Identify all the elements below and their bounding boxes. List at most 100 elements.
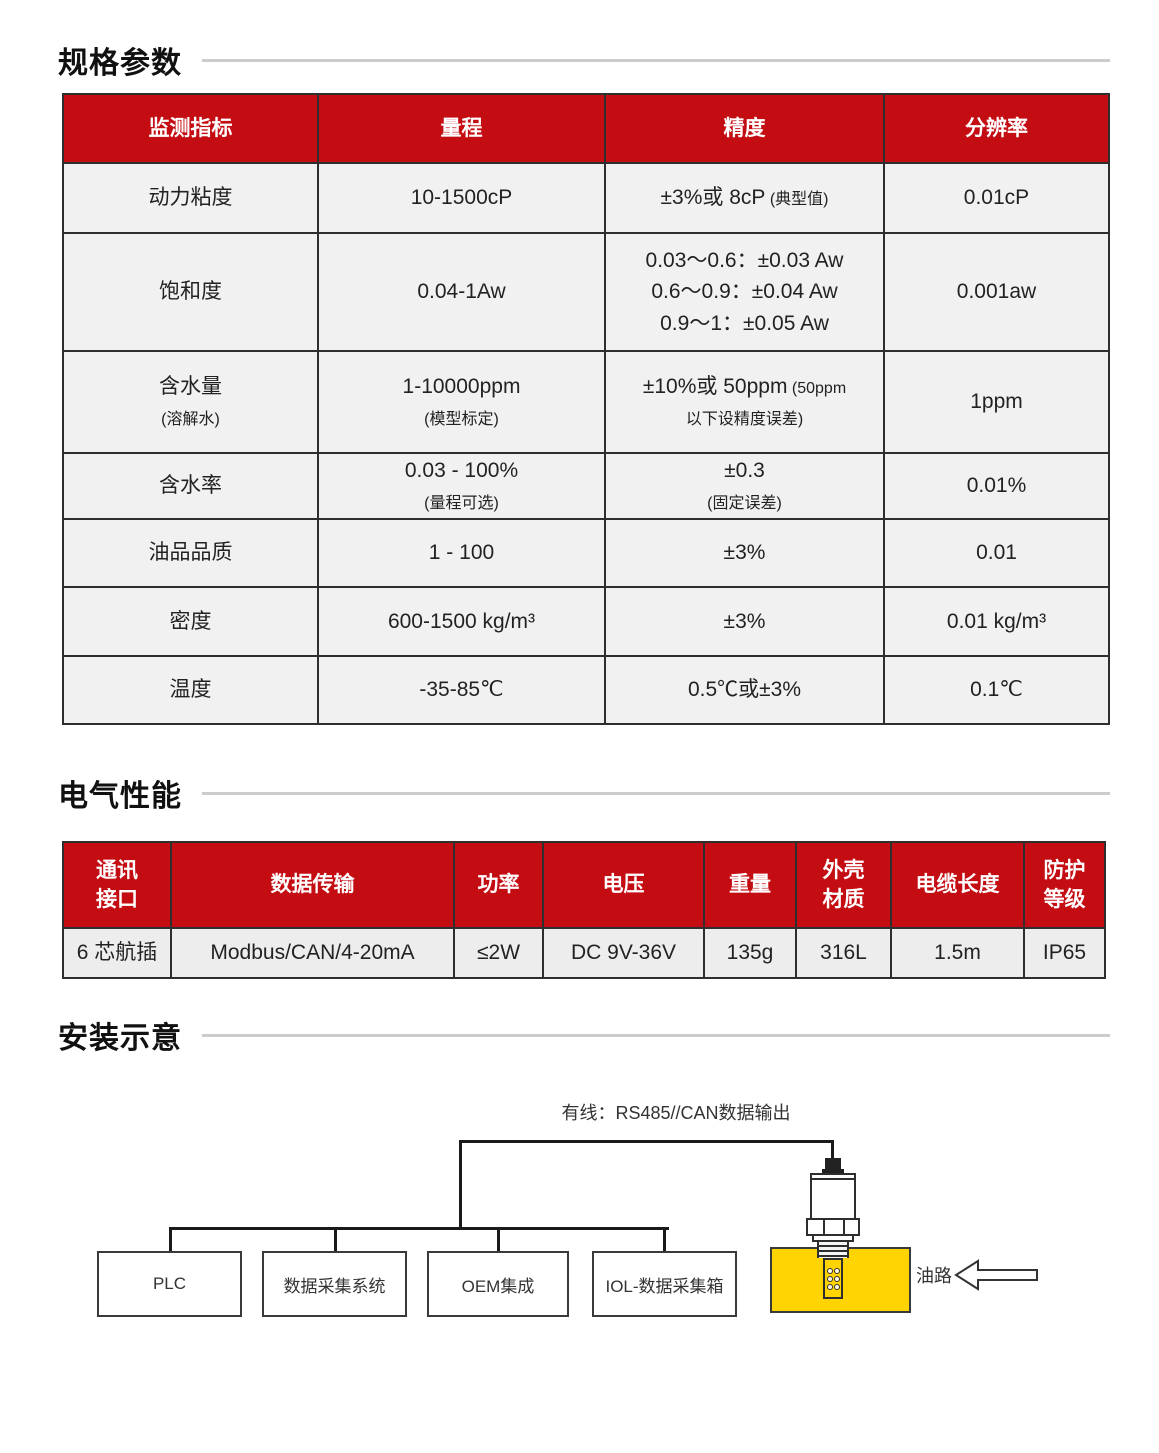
cell-text-line: 1 - 100 <box>428 541 495 565</box>
table-row: 饱和度 0.04-1Aw 0.03～0.6：±0.03 Aw 0.6～0.9：±0.0… <box>62 232 1110 352</box>
cell-text-line: (模型标定) <box>424 411 499 428</box>
cable-line-bus <box>169 1227 669 1230</box>
spec-cell: ±10%或 50ppm (50ppm 以下设精度误差) <box>604 350 885 454</box>
electrical-cell: ≤2W <box>453 927 544 979</box>
iol-label: IOL-数据采集箱 <box>605 1276 724 1296</box>
probe-hole <box>827 1284 833 1290</box>
electrical-column-header: 电压 <box>542 841 705 929</box>
spec-column-header: 分辨率 <box>883 93 1110 164</box>
electrical-column-header: 通讯 接口 <box>62 841 172 929</box>
cell-text-line: 10-1500cP <box>410 186 513 210</box>
spec-cell: 密度 <box>62 586 319 657</box>
install-section-title: 安装示意 <box>58 1022 182 1055</box>
electrical-column-header: 功率 <box>453 841 544 929</box>
spec-cell: 0.1℃ <box>883 655 1110 725</box>
iol-box: IOL-数据采集箱 <box>592 1251 737 1317</box>
electrical-section-title: 电气性能 <box>58 780 182 813</box>
spec-cell: 饱和度 <box>62 232 319 352</box>
spec-cell: 10-1500cP <box>317 162 606 234</box>
spec-table: 监测指标 量程 精度 分辨率 动力粘度 10-1500cP ±3%或 8cP (典型值) 0… <box>62 93 1110 725</box>
spec-table-header-row: 监测指标 量程 精度 分辨率 <box>62 93 1110 164</box>
cell-text-line: 温度 <box>169 678 212 702</box>
sensor-body <box>810 1178 856 1220</box>
cell-text-line: 0.001aw <box>956 280 1037 304</box>
electrical-table: 通讯 接口 数据传输 功率 电压 重量 外壳 材质 电缆长度 防护 等级 6 芯航插 Modbu… <box>62 841 1106 979</box>
spec-cell: ±0.3 (固定误差) <box>604 452 885 520</box>
spec-cell: 1 - 100 <box>317 518 606 588</box>
cell-text-line: (固定误差) <box>707 495 782 512</box>
spec-column-header: 精度 <box>604 93 885 164</box>
spec-cell: 0.01 <box>883 518 1110 588</box>
electrical-column-header: 外壳 材质 <box>795 841 892 929</box>
sensor-probe <box>823 1258 843 1299</box>
electrical-table-header-row: 通讯 接口 数据传输 功率 电压 重量 外壳 材质 电缆长度 防护 等级 <box>62 841 1106 929</box>
probe-hole <box>827 1268 833 1274</box>
spec-cell: 温度 <box>62 655 319 725</box>
title-divider-line <box>202 58 1110 62</box>
cell-text-line: 0.03～0.6：±0.03 Aw <box>645 248 844 272</box>
cell-text-line: ±3% <box>723 609 766 633</box>
daq-system-box: 数据采集系统 <box>262 1251 407 1317</box>
electrical-cell: Modbus/CAN/4-20mA <box>170 927 455 979</box>
cell-text-line: 0.6～0.9：±0.04 Aw <box>651 280 838 304</box>
cell-text-line: (量程可选) <box>424 495 499 512</box>
cell-text-line: 密度 <box>169 609 212 633</box>
cable-line-top <box>459 1140 834 1143</box>
oil-flow-arrow-icon <box>954 1259 1038 1291</box>
spec-cell: ±3% <box>604 518 885 588</box>
cable-line-junction <box>459 1140 462 1230</box>
cell-text-line: 0.01 <box>976 541 1017 565</box>
sensor-connector-base <box>822 1169 844 1174</box>
spec-cell: 600-1500 kg/m³ <box>317 586 606 657</box>
electrical-cell: 1.5m <box>890 927 1025 979</box>
spec-section-title: 规格参数 <box>58 47 182 80</box>
cell-text-line: ±3% <box>723 541 766 565</box>
cell-text-line: 以下设精度误差) <box>685 411 804 428</box>
electrical-cell: 6 芯航插 <box>62 927 172 979</box>
cable-drop-daq <box>334 1227 337 1253</box>
cell-text-line: ±10%或 50ppm (50ppm <box>642 374 847 398</box>
hex-nut-edge <box>823 1220 825 1234</box>
hex-nut-edge <box>843 1220 845 1234</box>
spec-cell: 0.03～0.6：±0.03 Aw 0.6～0.9：±0.04 Aw 0.9～1：±… <box>604 232 885 352</box>
plc-box: PLC <box>97 1251 242 1317</box>
electrical-column-header: 重量 <box>703 841 797 929</box>
spec-cell: 油品品质 <box>62 518 319 588</box>
cell-text-line: ±0.3 <box>724 458 765 482</box>
wired-output-label: 有线：RS485//CAN数据输出 <box>561 1103 791 1123</box>
sensor-cable-connector <box>825 1158 841 1171</box>
oil-path-label: 油路 <box>916 1266 952 1286</box>
cable-line-sensor-drop <box>831 1140 834 1160</box>
cell-text-line: 0.01% <box>966 474 1027 498</box>
cell-text-line: 0.03 - 100% <box>404 458 519 482</box>
spec-cell: 0.5℃或±3% <box>604 655 885 725</box>
cable-drop-oem <box>497 1227 500 1253</box>
cell-text-line: (溶解水) <box>161 411 220 428</box>
sensor-threads <box>817 1240 849 1258</box>
table-row: 密度 600-1500 kg/m³ ±3% 0.01 kg/m³ <box>62 586 1110 657</box>
spec-cell: 0.01cP <box>883 162 1110 234</box>
cell-text-line: 饱和度 <box>159 280 222 304</box>
cell-text-line: 含水率 <box>159 474 222 498</box>
spec-cell: 含水量 (溶解水) <box>62 350 319 454</box>
spec-cell: 0.03 - 100% (量程可选) <box>317 452 606 520</box>
cell-text-line: 1ppm <box>970 390 1023 414</box>
cell-text-line: 0.01 kg/m³ <box>946 609 1047 633</box>
spec-section-header: 规格参数 <box>58 42 1110 80</box>
daq-system-label: 数据采集系统 <box>283 1276 386 1296</box>
spec-cell: 0.01% <box>883 452 1110 520</box>
table-row: 油品品质 1 - 100 ±3% 0.01 <box>62 518 1110 588</box>
cell-text-line: 0.5℃或±3% <box>687 678 802 702</box>
spec-cell: 1-10000ppm (模型标定) <box>317 350 606 454</box>
spec-column-header: 监测指标 <box>62 93 319 164</box>
table-row: 动力粘度 10-1500cP ±3%或 8cP (典型值) 0.01cP <box>62 162 1110 234</box>
table-row: 温度 -35-85℃ 0.5℃或±3% 0.1℃ <box>62 655 1110 725</box>
spec-column-header: 量程 <box>317 93 606 164</box>
spec-cell: 0.04-1Aw <box>317 232 606 352</box>
cell-text-line: 动力粘度 <box>148 186 233 210</box>
spec-cell: 1ppm <box>883 350 1110 454</box>
cell-text-line: 0.1℃ <box>970 678 1023 702</box>
electrical-cell: DC 9V-36V <box>542 927 705 979</box>
table-row: 含水量 (溶解水) 1-10000ppm (模型标定) ±10%或 50ppm (50p… <box>62 350 1110 454</box>
